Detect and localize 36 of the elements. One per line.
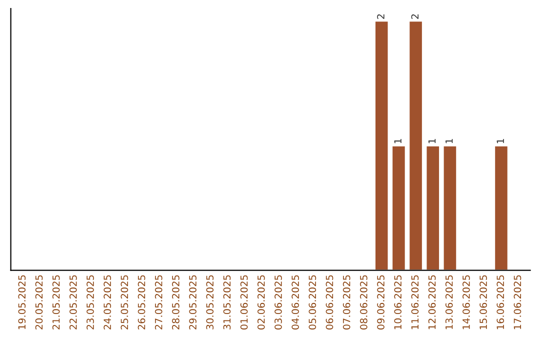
x-tick-label: 06.06.2025 bbox=[326, 275, 334, 330]
x-tick-label: 03.06.2025 bbox=[274, 275, 282, 330]
x-tick-label: 22.05.2025 bbox=[69, 275, 77, 330]
x-tick-label: 13.06.2025 bbox=[445, 275, 453, 330]
x-tick-label: 23.05.2025 bbox=[86, 275, 94, 330]
x-tick-label: 30.05.2025 bbox=[206, 275, 214, 330]
x-tick-label: 02.06.2025 bbox=[257, 275, 265, 330]
data-label: 2 bbox=[377, 14, 384, 19]
x-tick-label: 10.06.2025 bbox=[394, 275, 402, 330]
x-tick-label: 24.05.2025 bbox=[104, 275, 112, 330]
data-label: 1 bbox=[446, 138, 453, 144]
x-tick-label: 09.06.2025 bbox=[377, 275, 384, 330]
data-label: 1 bbox=[394, 138, 402, 144]
x-tick-label: 21.05.2025 bbox=[52, 275, 60, 330]
x-tick-label: 16.06.2025 bbox=[496, 275, 504, 330]
x-tick-label: 27.05.2025 bbox=[154, 275, 162, 330]
x-tick-label: 20.05.2025 bbox=[35, 275, 43, 330]
x-tick-label: 11.06.2025 bbox=[411, 275, 419, 330]
x-tick-label: 15.06.2025 bbox=[480, 275, 487, 330]
x-tick-label: 08.06.2025 bbox=[360, 275, 368, 330]
x-tick-label: 17.06.2025 bbox=[514, 275, 522, 330]
data-label: 2 bbox=[411, 14, 418, 19]
x-tick-label: 28.05.2025 bbox=[172, 275, 180, 330]
data-label: 1 bbox=[496, 138, 504, 144]
x-tick-label: 19.05.2025 bbox=[18, 275, 26, 330]
x-tick-label: 29.05.2025 bbox=[189, 275, 196, 330]
x-tick-label: 14.06.2025 bbox=[462, 275, 470, 330]
x-tick-label: 12.06.2025 bbox=[428, 275, 436, 330]
x-tick-label: 26.05.2025 bbox=[138, 275, 146, 330]
data-label: 1 bbox=[428, 138, 436, 144]
x-tick-label: 31.05.2025 bbox=[223, 275, 231, 330]
x-tick-label: 04.06.2025 bbox=[292, 275, 299, 330]
x-tick-label: 01.06.2025 bbox=[240, 275, 248, 330]
x-tick-label: 07.06.2025 bbox=[342, 275, 350, 330]
x-tick-label: 25.05.2025 bbox=[120, 275, 128, 330]
x-tick-label: 05.06.2025 bbox=[308, 275, 316, 330]
